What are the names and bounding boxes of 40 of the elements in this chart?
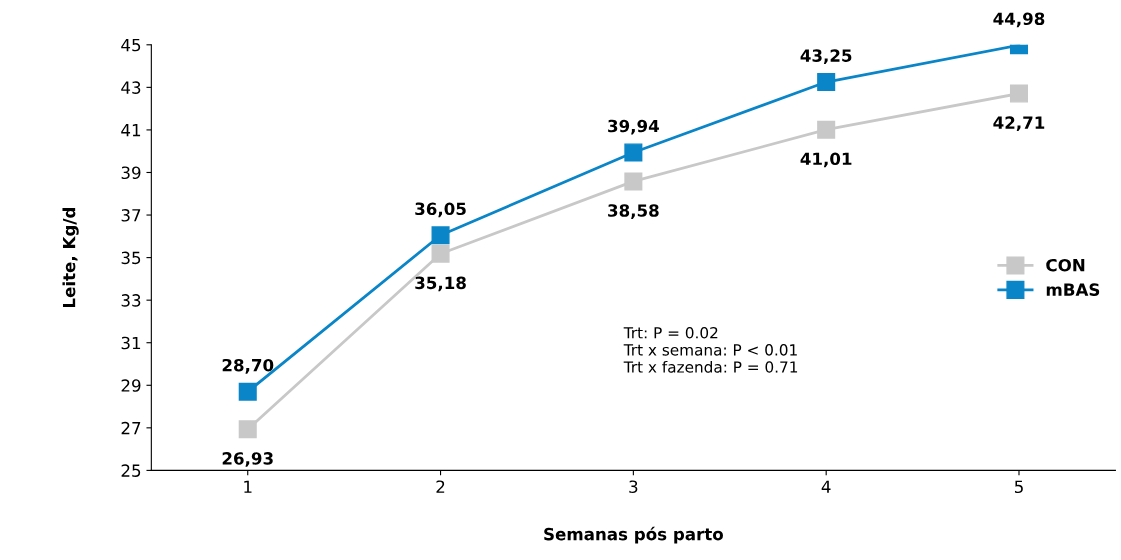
y-tick-label: 35	[121, 251, 141, 265]
x-tick-label: 4	[821, 480, 831, 493]
y-tick-label: 41	[121, 124, 141, 137]
data-label: 42,71	[993, 116, 1045, 132]
x-tick-label: 2	[436, 480, 445, 493]
point	[431, 226, 450, 245]
x-tick-label: 5	[1014, 480, 1023, 494]
x-axis-title: Semanas pós parto	[544, 526, 723, 544]
point	[817, 120, 836, 139]
data-label: 44,98	[993, 12, 1045, 28]
point	[238, 382, 257, 401]
data-label: 39,94	[608, 119, 659, 135]
y-tick-label: 31	[121, 336, 141, 350]
y-axis-title: Leite, Kg/d	[62, 208, 79, 308]
point	[431, 244, 450, 263]
y-tick-label: 39	[121, 166, 141, 180]
point	[1009, 84, 1029, 103]
data-label: 38,58	[608, 204, 659, 219]
point	[817, 73, 836, 92]
data-label: 43,25	[800, 49, 852, 65]
point	[624, 143, 643, 162]
y-tick-label: 25	[121, 464, 141, 477]
x-tick-label: 1	[244, 480, 252, 493]
legend-label: mBAS	[1046, 283, 1100, 296]
y-tick-label: 43	[121, 81, 141, 94]
x-tick-label: 3	[629, 480, 638, 494]
y-tick-label: 37	[121, 209, 141, 222]
data-label: 41,01	[800, 152, 852, 168]
y-tick-label: 45	[121, 38, 141, 52]
point	[238, 420, 257, 439]
point	[624, 172, 643, 191]
legend-label: CON	[1046, 258, 1085, 272]
annotation: Trt: P = 0.02 Trt x semana: P < 0.01 Trt x fazenda: P = 0.71	[623, 327, 798, 373]
data-label: 36,05	[415, 202, 466, 218]
y-tick-label: 27	[121, 421, 141, 435]
y-tick-label: 33	[121, 294, 141, 307]
data-label: 35,18	[415, 276, 466, 292]
y-tick-label: 29	[121, 379, 141, 392]
data-label: 26,93	[222, 452, 273, 467]
data-label: 28,70	[222, 358, 274, 374]
